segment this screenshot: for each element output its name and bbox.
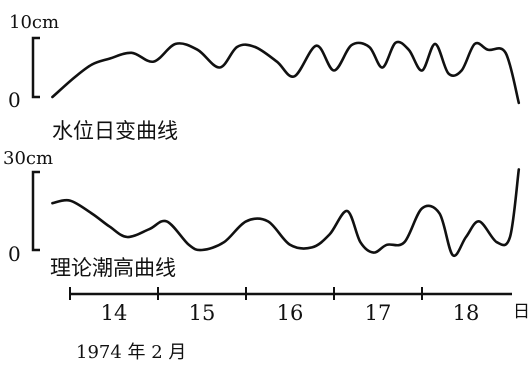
x-tick-label: 18: [453, 301, 480, 325]
chart-tide-height: 30cm 0 理论潮高曲线: [3, 148, 521, 280]
water-level-line: [51, 40, 521, 105]
top-scale-bottom-label: 0: [8, 88, 21, 112]
bottom-scale-top-label: 30cm: [3, 148, 53, 169]
figure-caption: 1974 年 2 月: [76, 342, 186, 363]
chart-water-level: 10cm 0 水位日变曲线: [8, 12, 521, 143]
tide-height-line: [51, 168, 521, 258]
water-level-title: 水位日变曲线: [52, 119, 178, 143]
x-tick-label: 16: [277, 301, 304, 325]
bottom-scale-bracket: [31, 170, 40, 252]
top-scale-bracket: [31, 36, 40, 99]
bottom-scale-bottom-label: 0: [8, 242, 21, 266]
x-tick-label: 14: [101, 301, 128, 325]
x-tick-label: 17: [365, 301, 392, 325]
top-scale-top-label: 10cm: [9, 12, 59, 33]
x-tick-label: 15: [189, 301, 216, 325]
tide-height-title: 理论潮高曲线: [50, 256, 176, 280]
x-axis: 日 14 15 16 17 18: [69, 287, 530, 325]
x-axis-unit: 日: [513, 302, 530, 322]
